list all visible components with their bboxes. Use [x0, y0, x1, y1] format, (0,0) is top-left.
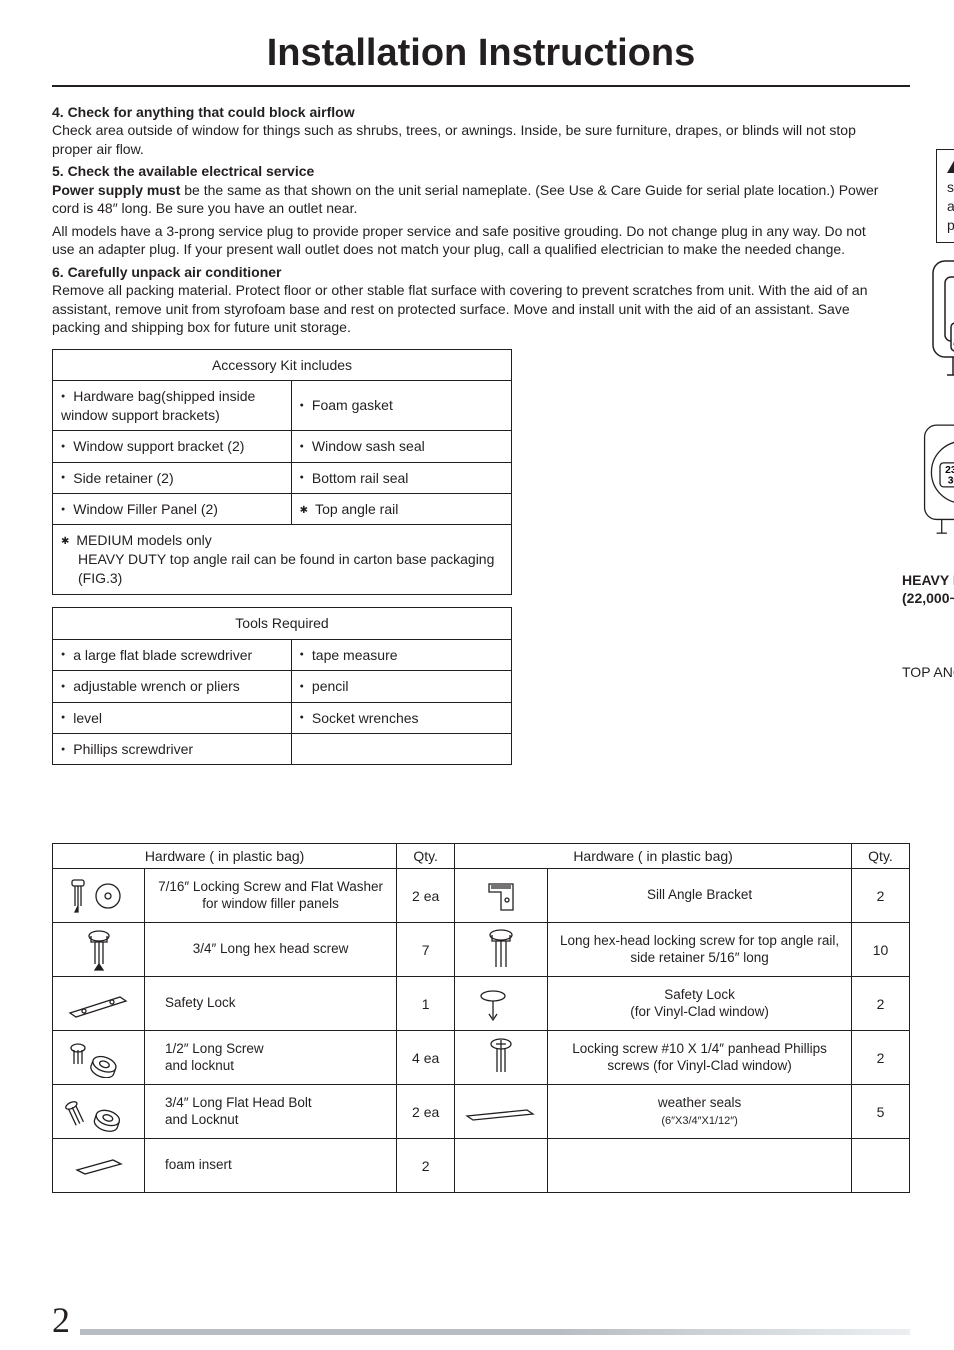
hw-hdr-2: Qty.	[397, 844, 455, 869]
page-footer: 2	[52, 1322, 910, 1342]
page-title: Installation Instructions	[52, 32, 910, 87]
accessory-row-3-right: Top angle rail	[300, 501, 399, 517]
hw-qty-flat-head-bolt: 2 ea	[397, 1085, 455, 1139]
hw-qty-safety-lock-vinyl: 2	[852, 977, 910, 1031]
accessory-note-1: MEDIUM models only	[61, 532, 212, 548]
accessory-row-2-left: Side retainer (2)	[61, 470, 174, 486]
hw-qty-locking-screw: 2 ea	[397, 869, 455, 923]
fig-3: HEAVY DUTY (22,000~28,500BTU) TOP ANGLE …	[910, 572, 954, 827]
hw-icon-long-hex-screw	[455, 923, 548, 977]
hw-qty-empty	[852, 1139, 910, 1193]
warning-box: ! WARNING Avoid fire hazard or electric …	[936, 149, 954, 243]
tools-row-3-left: Phillips screwdriver	[61, 741, 193, 757]
accessory-row-0-left: Hardware bag(shipped inside window suppo…	[61, 388, 255, 422]
right-column: ! WARNING Avoid fire hazard or electric …	[910, 101, 954, 827]
hw-hdr-4: Qty.	[852, 844, 910, 869]
tools-row-2-left: level	[61, 710, 102, 726]
hw-desc-long-hex-screw: Long hex-head locking screw for top angl…	[548, 923, 852, 977]
fig3-top-angle-rail: TOP ANGLE RAIL	[902, 664, 954, 680]
section-5-p2: All models have a 3-prong service plug t…	[52, 222, 892, 259]
svg-text:230V: 230V	[945, 466, 954, 477]
plug-115v-15a: 115V 15A	[916, 257, 954, 387]
left-column: 4. Check for anything that could block a…	[52, 101, 892, 827]
hw-icon-weather-seals	[455, 1085, 548, 1139]
fig3-btu: (22,000~28,500BTU)	[902, 590, 954, 606]
hw-icon-sill-bracket	[455, 869, 548, 923]
hw-qty-weather-seals: 5	[852, 1085, 910, 1139]
plug-230v-30a: 230V 30A	[916, 399, 954, 554]
svg-text:30A: 30A	[948, 476, 954, 487]
footer-bar	[80, 1329, 910, 1335]
plug-diagrams: 115V 15A	[910, 257, 954, 387]
warning-triangle-icon: !	[947, 159, 954, 178]
hw-desc-phillips-screw: Locking screw #10 X 1/4″ panhead Phillip…	[548, 1031, 852, 1085]
hw-hdr-3: Hardware ( in plastic bag)	[455, 844, 852, 869]
hw-desc-flat-head-bolt: 3/4″ Long Flat Head Bolt and Locknut	[145, 1085, 397, 1139]
accessory-row-2-right: Bottom rail seal	[300, 470, 409, 486]
accessory-note: MEDIUM models only HEAVY DUTY top angle …	[53, 525, 512, 595]
hardware-table: Hardware ( in plastic bag) Qty. Hardware…	[52, 843, 910, 1193]
hw-icon-safety-lock	[53, 977, 145, 1031]
hw-icon-half-screw-locknut	[53, 1031, 145, 1085]
hw-icon-hex-screw	[53, 923, 145, 977]
hw-qty-hex-screw: 7	[397, 923, 455, 977]
tools-row-1-left: adjustable wrench or pliers	[61, 678, 240, 694]
hw-desc-weather-seals-sub: (6″X3/4″X1/12″)	[661, 1115, 738, 1127]
hw-qty-safety-lock: 1	[397, 977, 455, 1031]
hw-icon-flat-head-bolt	[53, 1085, 145, 1139]
hw-desc-hex-screw: 3/4″ Long hex head screw	[145, 923, 397, 977]
hw-qty-sill-bracket: 2	[852, 869, 910, 923]
power-supply-must: Power supply must	[52, 182, 180, 198]
tools-row-0-left: a large flat blade screwdriver	[61, 647, 252, 663]
hw-hdr-1: Hardware ( in plastic bag)	[53, 844, 397, 869]
hw-desc-empty	[548, 1139, 852, 1193]
accessory-row-1-right: Window sash seal	[300, 438, 425, 454]
section-6-body: Remove all packing material. Protect flo…	[52, 281, 892, 336]
section-4-heading: 4. Check for anything that could block a…	[52, 103, 892, 121]
hw-desc-safety-lock-vinyl: Safety Lock (for Vinyl-Clad window)	[548, 977, 852, 1031]
hw-qty-long-hex-screw: 10	[852, 923, 910, 977]
page-number: 2	[52, 1299, 70, 1341]
hw-desc-half-screw-locknut: 1/2″ Long Screw and locknut	[145, 1031, 397, 1085]
hw-qty-foam-insert: 2	[397, 1139, 455, 1193]
grounding-prong-diagram: 230V 30A Grounding Prong Do not, under a…	[910, 399, 954, 554]
hw-icon-empty	[455, 1139, 548, 1193]
section-6-heading: 6. Carefully unpack air conditioner	[52, 263, 892, 281]
hw-desc-weather-seals-main: weather seals	[658, 1095, 741, 1110]
hw-desc-sill-bracket: Sill Angle Bracket	[548, 869, 852, 923]
tools-row-3-right	[291, 733, 511, 764]
tools-row-2-right: Socket wrenches	[300, 710, 419, 726]
accessory-kit-table: Accessory Kit includes Hardware bag(ship…	[52, 349, 512, 595]
accessory-row-3-left: Window Filler Panel (2)	[61, 501, 218, 517]
accessory-kit-header: Accessory Kit includes	[53, 349, 512, 380]
section-5-p1: Power supply must be the same as that sh…	[52, 181, 892, 218]
hw-qty-phillips-screw: 2	[852, 1031, 910, 1085]
tools-table: Tools Required a large flat blade screwd…	[52, 607, 512, 765]
hw-icon-phillips-screw	[455, 1031, 548, 1085]
accessory-row-1-left: Window support bracket (2)	[61, 438, 244, 454]
hw-desc-foam-insert: foam insert	[145, 1139, 397, 1193]
hw-desc-safety-lock: Safety Lock	[145, 977, 397, 1031]
tools-row-1-right: pencil	[300, 678, 349, 694]
hw-icon-safety-lock-vinyl	[455, 977, 548, 1031]
hw-icon-foam-insert	[53, 1139, 145, 1193]
tools-row-0-right: tape measure	[300, 647, 398, 663]
accessory-row-0-right: Foam gasket	[300, 397, 393, 413]
hw-desc-locking-screw: 7/16″ Locking Screw and Flat Washer for …	[145, 869, 397, 923]
tools-header: Tools Required	[53, 608, 512, 639]
fig3-heavy-duty: HEAVY DUTY	[902, 572, 954, 588]
hw-qty-half-screw-locknut: 4 ea	[397, 1031, 455, 1085]
section-5-heading: 5. Check the available electrical servic…	[52, 162, 892, 180]
accessory-note-2: HEAVY DUTY top angle rail can be found i…	[78, 550, 503, 588]
hw-desc-weather-seals: weather seals (6″X3/4″X1/12″)	[548, 1085, 852, 1139]
hw-icon-locking-screw	[53, 869, 145, 923]
section-4-body: Check area outside of window for things …	[52, 121, 892, 158]
